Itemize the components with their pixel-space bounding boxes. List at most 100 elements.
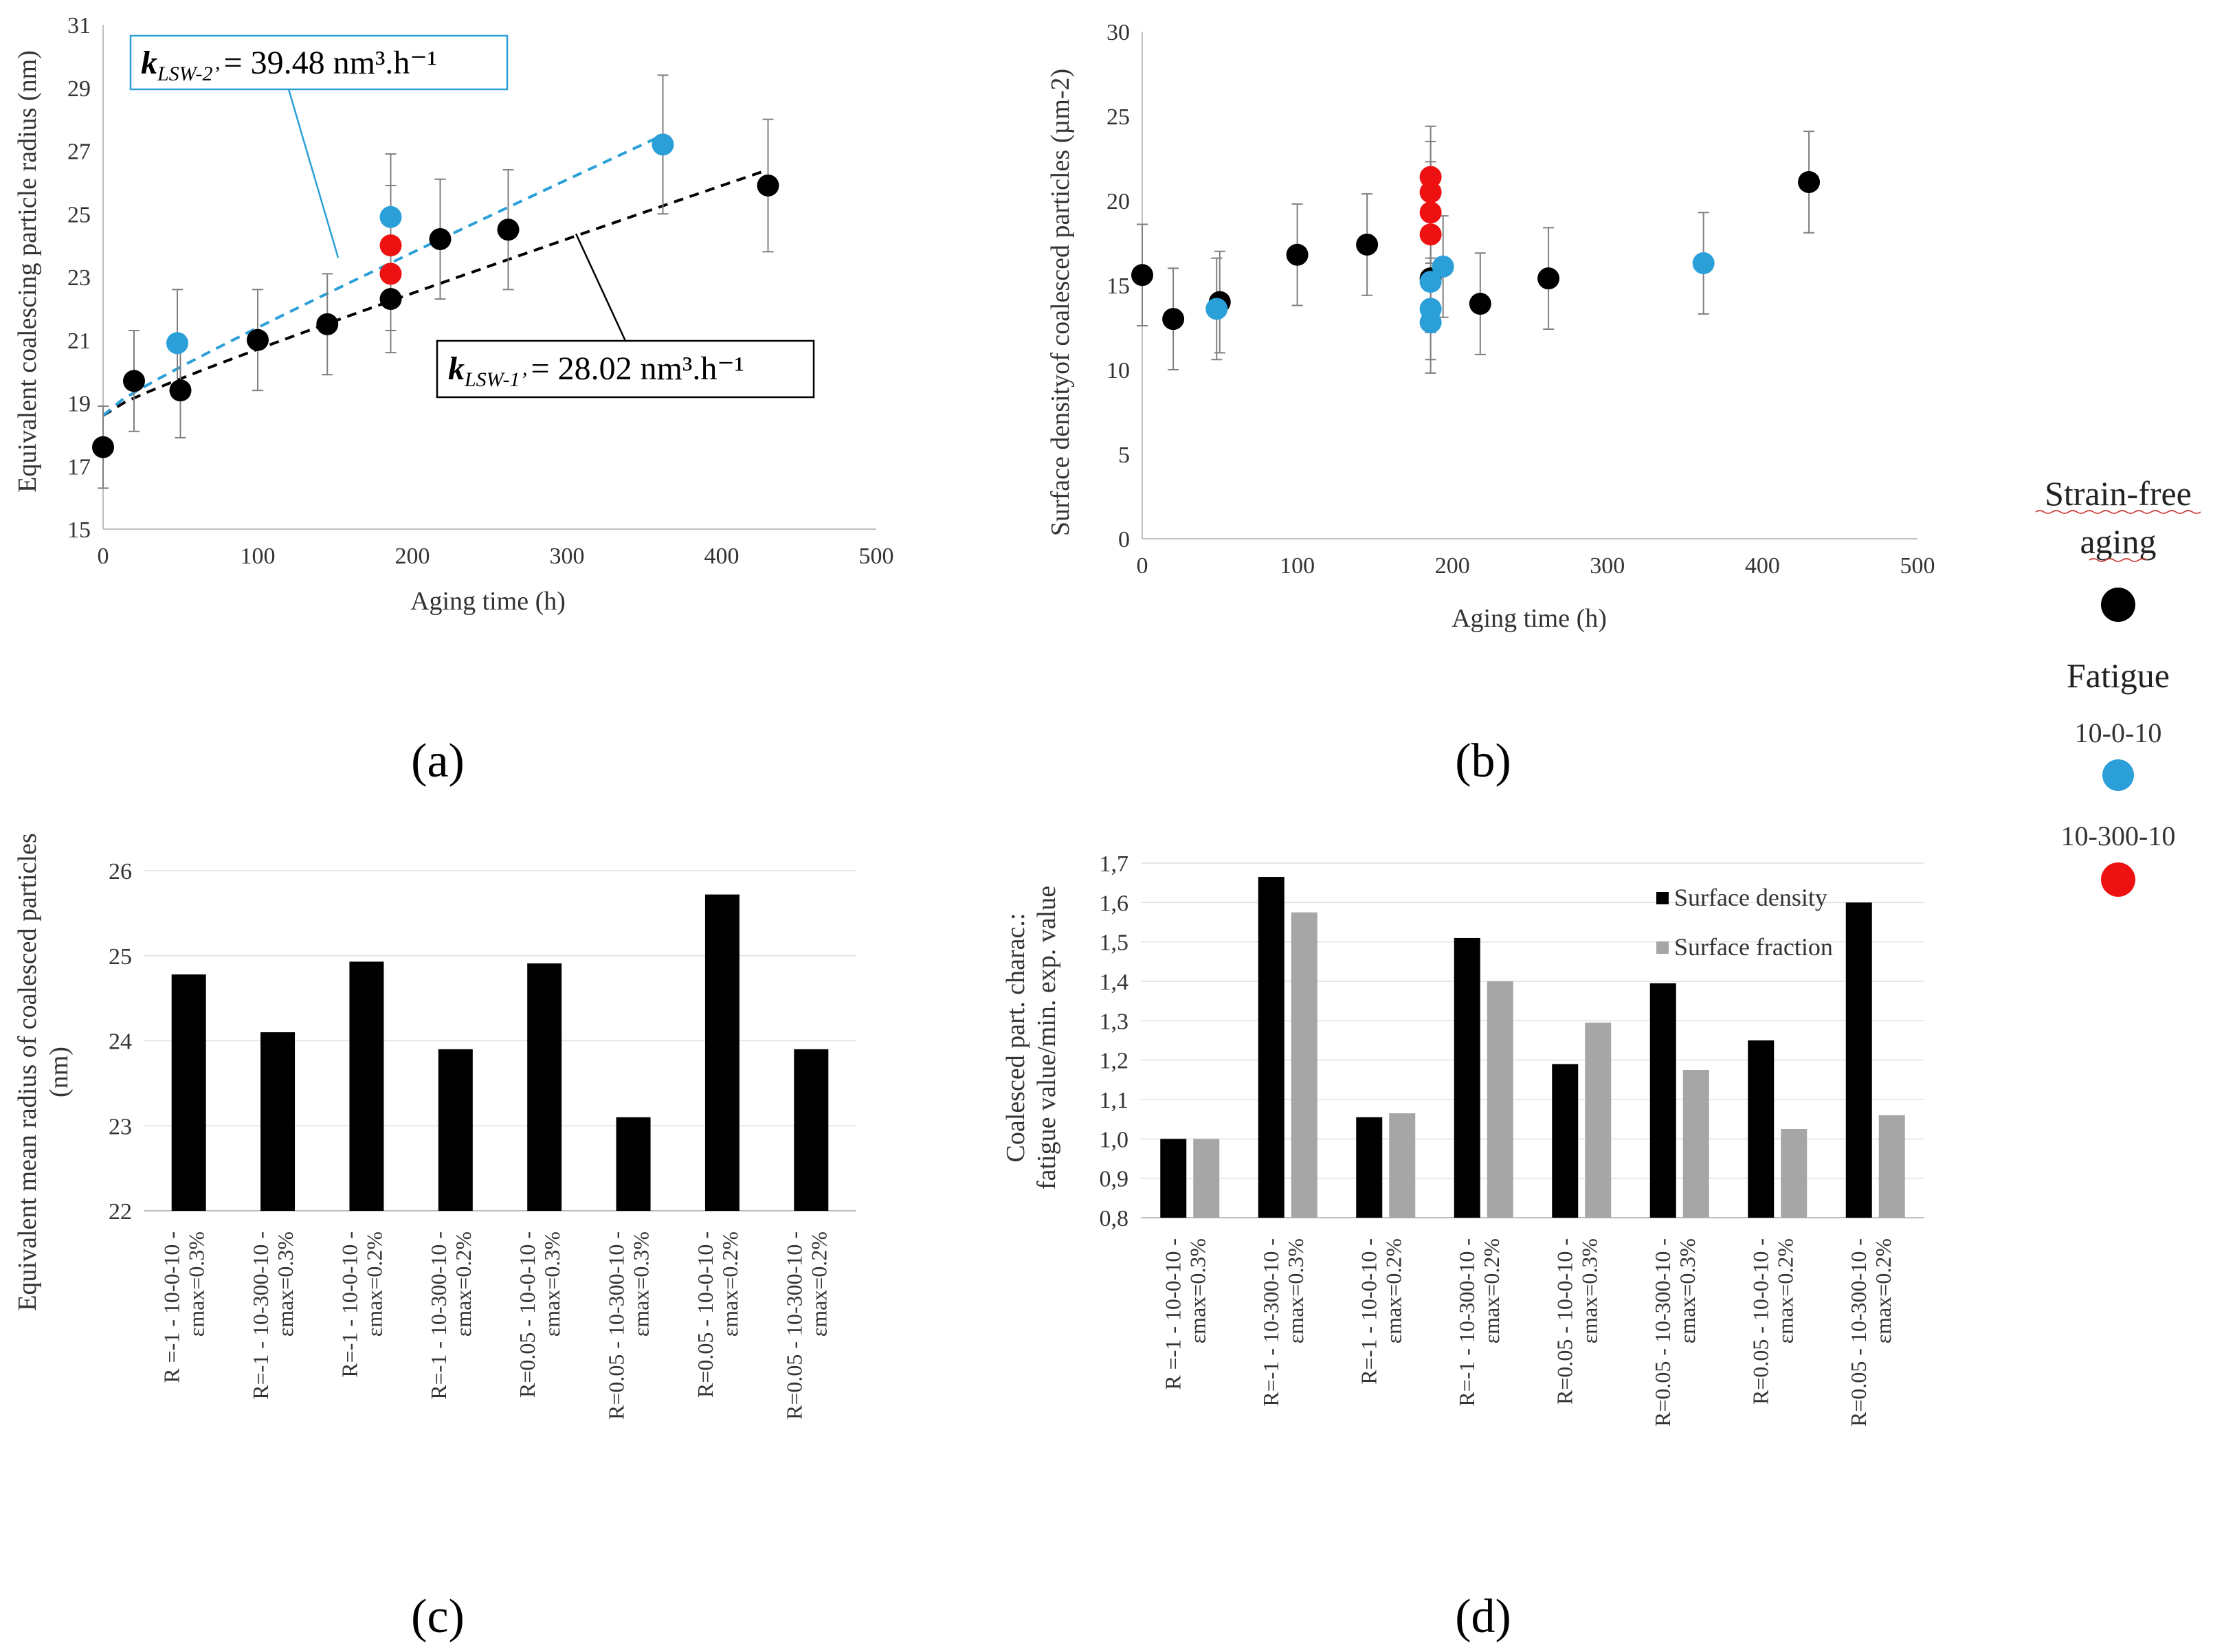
chart-c-ylabel-line1: Equivalent mean radius of coalesced part… — [13, 833, 42, 1310]
c-bar — [527, 963, 562, 1211]
a-point — [379, 263, 402, 285]
c-bar — [260, 1032, 296, 1211]
a-point — [379, 234, 402, 257]
d-bar — [1356, 1117, 1383, 1218]
c-ytick-label: 26 — [109, 859, 132, 884]
b-ytick-label: 15 — [1106, 274, 1130, 299]
legend-marker-strain-free — [2101, 588, 2135, 622]
d-category-label: R=0.05 - 10-0-10 - — [1552, 1238, 1577, 1405]
b-ytick-label: 30 — [1106, 20, 1130, 45]
a-ytick-label: 17 — [67, 454, 91, 480]
panel-label-a: (a) — [411, 735, 465, 788]
panel-label-d: (d) — [1455, 1590, 1511, 1643]
c-bar — [704, 894, 739, 1211]
chart-c-ylabel-line2: (nm) — [45, 1047, 74, 1097]
d-category-label: R =-1 - 10-0-10 - — [1160, 1238, 1185, 1390]
d-bar — [1160, 1139, 1187, 1218]
panel-label-c: (c) — [411, 1590, 465, 1643]
a-ytick-label: 19 — [67, 392, 91, 417]
c-bar — [616, 1117, 651, 1211]
d-bar — [1878, 1115, 1905, 1218]
b-xtick-label: 0 — [1137, 553, 1148, 579]
a-ytick-label: 23 — [67, 265, 91, 291]
chart-a-plot: 0 100 200 300 400 500 15 17 19 21 23 25 27 29 31 — [67, 13, 894, 569]
chart-b-xlabel: Aging time (h) — [1452, 604, 1607, 633]
d-bar — [1552, 1064, 1579, 1218]
a-xtick-label: 400 — [704, 544, 739, 569]
legend-fatigue-title: Fatigue — [2067, 656, 2170, 695]
c-ytick-label: 24 — [109, 1029, 132, 1055]
b-point — [1798, 170, 1821, 193]
chart-d-ylabel-line1: Coalesced part. charac.: — [1001, 913, 1030, 1163]
b-point — [1692, 252, 1715, 275]
chart-a-k1-text: = 28.02 nm³.h⁻¹ — [531, 350, 745, 387]
a-point — [92, 436, 114, 458]
d-category-label: R=-1 - 10-300-10 - — [1258, 1238, 1283, 1407]
a-point — [757, 174, 779, 197]
b-xtick-label: 400 — [1745, 553, 1780, 579]
b-xtick-label: 100 — [1280, 553, 1315, 579]
a-point — [379, 205, 402, 228]
d-bar — [1845, 902, 1872, 1218]
a-ytick-label: 29 — [67, 76, 91, 102]
b-ytick-label: 5 — [1118, 443, 1130, 468]
legend-label-surface-fraction: Surface fraction — [1674, 933, 1833, 961]
b-point — [1419, 271, 1442, 293]
c-category-label: εmax=0.2% — [718, 1231, 742, 1337]
a-point — [497, 219, 520, 241]
b-ytick-label: 25 — [1106, 104, 1130, 130]
panel-label-b: (b) — [1455, 735, 1511, 788]
chart-d-legend: Surface density Surface fraction — [1656, 884, 1833, 961]
d-bar — [1585, 1023, 1612, 1218]
a-ytick-label: 27 — [67, 139, 91, 165]
c-category-label: R=-1 - 10-0-10 - — [337, 1231, 362, 1378]
b-point — [1419, 181, 1442, 203]
d-bar — [1193, 1139, 1220, 1218]
b-xtick-label: 500 — [1900, 553, 1935, 579]
b-point — [1162, 308, 1185, 331]
d-ytick-label: 1,0 — [1100, 1127, 1129, 1152]
d-bar — [1781, 1129, 1808, 1218]
b-xtick-label: 200 — [1435, 553, 1470, 579]
d-category-label: R=0.05 - 10-300-10 - — [1650, 1238, 1675, 1427]
c-category-label: εmax=0.3% — [540, 1231, 564, 1337]
legend-swatch-surface-density — [1656, 892, 1669, 904]
c-category-label: R =-1 - 10-0-10 - — [159, 1231, 184, 1383]
d-category-label: εmax=0.3% — [1283, 1238, 1308, 1343]
a-point — [123, 370, 145, 392]
b-ytick-label: 0 — [1118, 527, 1130, 552]
legend-label-surface-density: Surface density — [1674, 884, 1827, 911]
d-bar — [1487, 981, 1513, 1218]
d-ytick-label: 0,9 — [1100, 1167, 1129, 1192]
a-xtick-label: 200 — [395, 544, 430, 569]
d-ytick-label: 1,1 — [1100, 1088, 1129, 1113]
c-category-label: εmax=0.3% — [184, 1231, 209, 1337]
legend-strain-free-title-2: aging — [2080, 522, 2156, 561]
c-category-label: R=0.05 - 10-0-10 - — [693, 1231, 718, 1398]
d-bar — [1291, 912, 1317, 1218]
b-ytick-label: 20 — [1106, 189, 1130, 214]
chart-a-k1-leader — [575, 233, 627, 342]
a-xtick-label: 100 — [241, 544, 276, 569]
c-ytick-label: 25 — [109, 944, 132, 970]
d-ytick-label: 1,5 — [1100, 930, 1129, 956]
d-bar — [1389, 1113, 1416, 1218]
chart-a-xlabel: Aging time (h) — [410, 587, 566, 616]
c-bar — [438, 1049, 473, 1211]
chart-a-ylabel: Equivalent coalescing particle radius (n… — [13, 50, 42, 493]
d-category-label: εmax=0.3% — [1185, 1238, 1210, 1343]
d-category-label: R=0.05 - 10-300-10 - — [1846, 1238, 1871, 1427]
a-xtick-label: 300 — [550, 544, 585, 569]
c-bar — [349, 961, 384, 1211]
a-point — [166, 332, 188, 355]
a-ytick-label: 31 — [67, 13, 91, 38]
d-ytick-label: 1,7 — [1100, 851, 1129, 877]
b-point — [1419, 311, 1442, 334]
b-point — [1419, 201, 1442, 224]
c-category-label: εmax=0.2% — [806, 1231, 831, 1337]
a-ytick-label: 25 — [67, 202, 91, 227]
b-point — [1419, 223, 1442, 246]
a-point — [169, 379, 192, 402]
c-bar — [794, 1049, 829, 1211]
